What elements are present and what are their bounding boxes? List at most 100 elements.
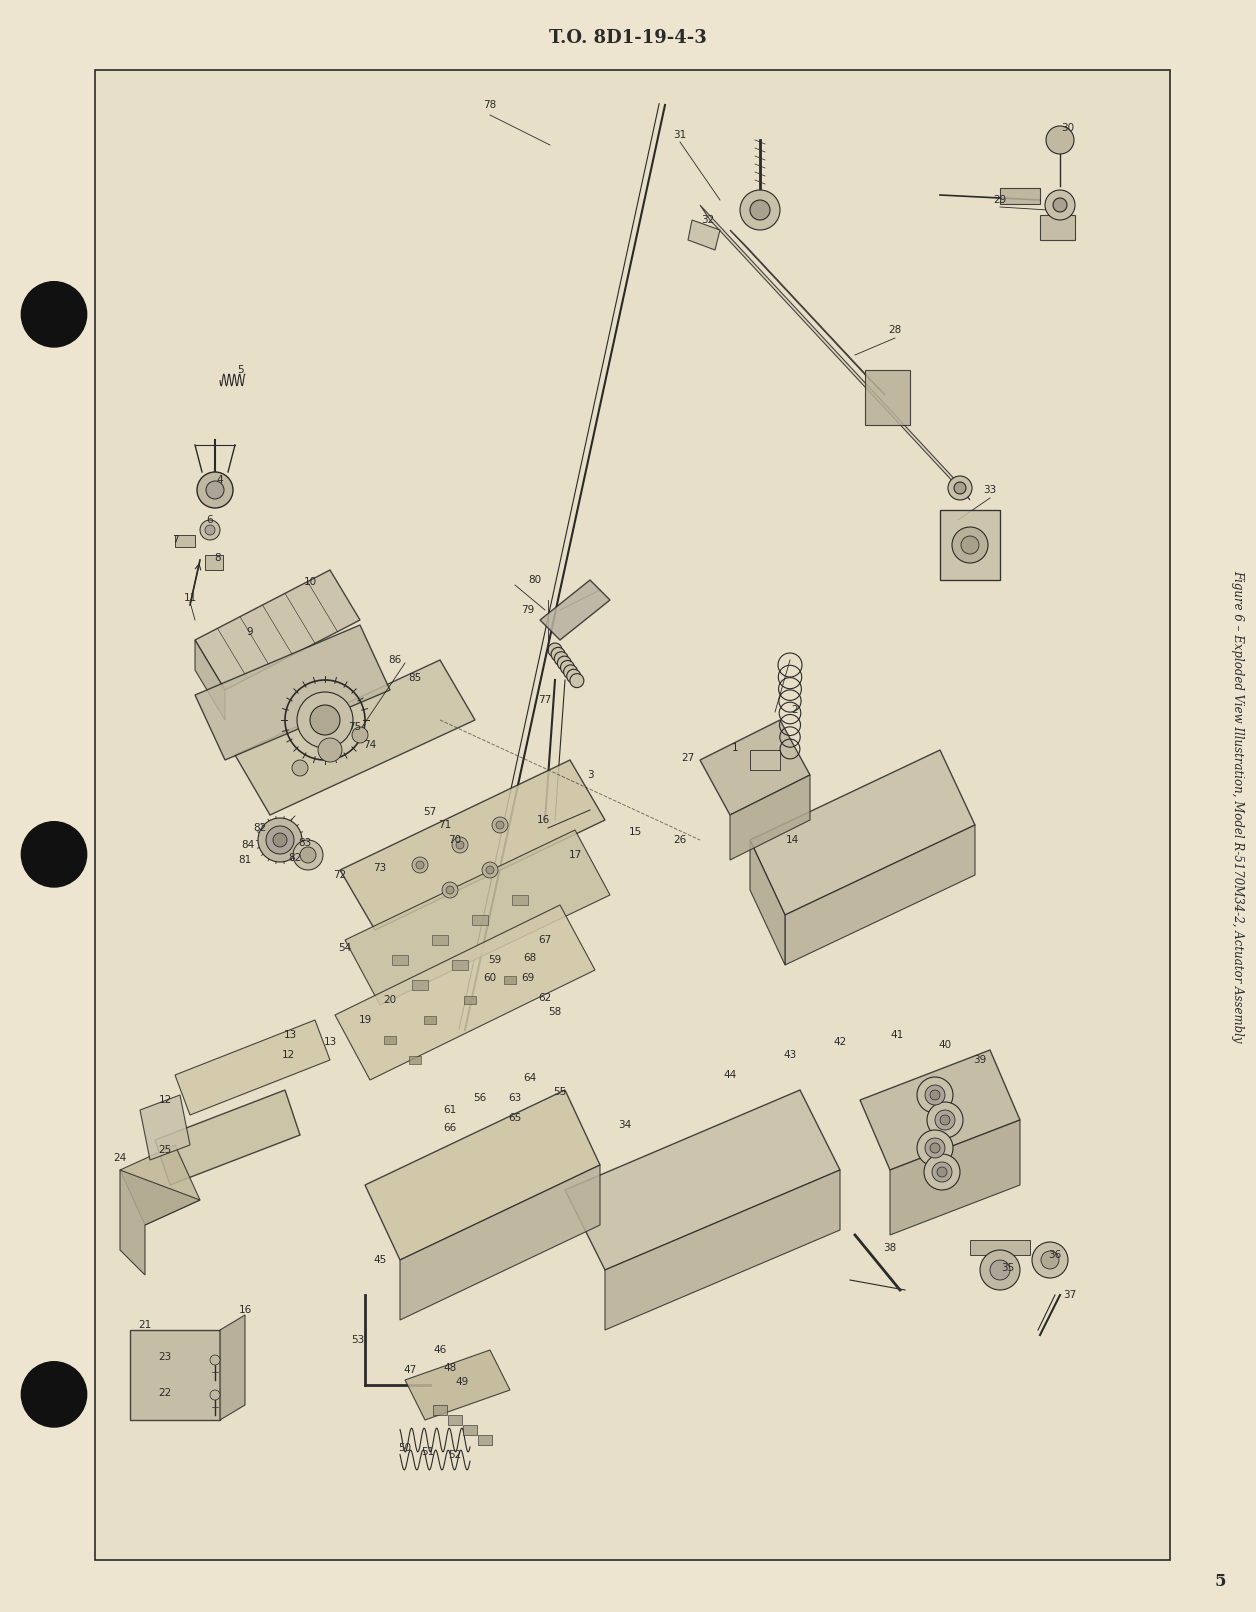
Text: 84: 84 (241, 840, 255, 850)
Circle shape (927, 1103, 963, 1138)
Text: 56: 56 (474, 1093, 486, 1103)
Polygon shape (860, 1049, 1020, 1170)
Text: 41: 41 (891, 1030, 903, 1040)
Circle shape (948, 476, 972, 500)
Circle shape (266, 825, 294, 854)
Text: 68: 68 (524, 953, 536, 962)
Circle shape (452, 837, 468, 853)
Text: 86: 86 (388, 654, 402, 666)
Polygon shape (121, 1145, 200, 1225)
Circle shape (750, 200, 770, 219)
Bar (452, 961, 468, 970)
Text: 83: 83 (299, 838, 311, 848)
Polygon shape (195, 640, 225, 721)
Circle shape (496, 821, 504, 829)
Text: 10: 10 (304, 577, 317, 587)
Text: 81: 81 (239, 854, 251, 866)
Polygon shape (750, 840, 785, 966)
Text: 47: 47 (403, 1365, 417, 1375)
Bar (409, 1056, 421, 1064)
Circle shape (21, 282, 87, 347)
Circle shape (482, 862, 497, 879)
Bar (504, 975, 516, 983)
Text: 14: 14 (785, 835, 799, 845)
Circle shape (200, 521, 220, 540)
Text: 11: 11 (183, 593, 197, 603)
Circle shape (570, 674, 584, 688)
Circle shape (1032, 1241, 1068, 1278)
Circle shape (206, 480, 224, 500)
Text: 38: 38 (883, 1243, 897, 1253)
Bar (463, 996, 476, 1004)
Circle shape (934, 1111, 955, 1130)
Circle shape (980, 1249, 1020, 1290)
Circle shape (293, 840, 323, 870)
Circle shape (952, 527, 988, 563)
Circle shape (929, 1090, 939, 1099)
Text: 12: 12 (158, 1095, 172, 1104)
Text: 17: 17 (569, 850, 582, 859)
Text: 29: 29 (993, 195, 1006, 205)
Circle shape (990, 1261, 1010, 1280)
Bar (433, 1406, 447, 1415)
Text: 80: 80 (529, 575, 541, 585)
Circle shape (924, 1085, 945, 1104)
Text: 24: 24 (113, 1153, 127, 1162)
Bar (384, 1037, 396, 1045)
Text: 46: 46 (433, 1344, 447, 1356)
Text: 31: 31 (673, 131, 687, 140)
Text: 48: 48 (443, 1364, 457, 1373)
Circle shape (924, 1138, 945, 1157)
Polygon shape (345, 830, 610, 1004)
Text: Figure 6 – Exploded View Illustration, Model R-5170M34-2, Actuator Assembly: Figure 6 – Exploded View Illustration, M… (1231, 569, 1245, 1043)
Polygon shape (750, 750, 975, 916)
Text: 85: 85 (408, 672, 422, 683)
Text: 16: 16 (536, 816, 550, 825)
Text: 20: 20 (383, 995, 397, 1004)
Text: 70: 70 (448, 835, 461, 845)
Text: 8: 8 (215, 553, 221, 563)
Circle shape (917, 1077, 953, 1112)
Circle shape (924, 1154, 960, 1190)
Polygon shape (730, 231, 885, 395)
Circle shape (566, 669, 580, 683)
Circle shape (937, 1167, 947, 1177)
Circle shape (352, 727, 368, 743)
Bar (472, 916, 489, 925)
Polygon shape (785, 825, 975, 966)
Text: 39: 39 (973, 1054, 987, 1066)
Circle shape (929, 1143, 939, 1153)
Text: 69: 69 (521, 974, 535, 983)
Text: 45: 45 (373, 1256, 387, 1265)
Polygon shape (195, 625, 391, 759)
Text: 19: 19 (358, 1016, 372, 1025)
Text: 51: 51 (421, 1448, 435, 1457)
Text: 58: 58 (549, 1008, 561, 1017)
Circle shape (1041, 1251, 1059, 1269)
Circle shape (548, 643, 561, 658)
Text: 50: 50 (398, 1443, 412, 1452)
Polygon shape (175, 1020, 330, 1116)
Text: 71: 71 (438, 821, 452, 830)
Circle shape (456, 841, 463, 850)
Polygon shape (700, 721, 810, 816)
Circle shape (560, 661, 574, 674)
Text: 1: 1 (732, 743, 739, 753)
Text: 66: 66 (443, 1124, 457, 1133)
Text: 28: 28 (888, 326, 902, 335)
Text: 43: 43 (784, 1049, 796, 1061)
Text: 16: 16 (239, 1306, 251, 1315)
Text: 13: 13 (284, 1030, 296, 1040)
Circle shape (442, 882, 458, 898)
Text: 82: 82 (254, 824, 266, 833)
Bar (1000, 189, 1040, 205)
Text: 53: 53 (352, 1335, 364, 1344)
Bar (463, 1425, 477, 1435)
Text: 77: 77 (539, 695, 551, 704)
Text: 9: 9 (246, 627, 254, 637)
Bar (432, 935, 448, 945)
Text: 22: 22 (158, 1388, 172, 1398)
Text: 73: 73 (373, 862, 387, 874)
Text: 15: 15 (628, 827, 642, 837)
Text: 64: 64 (524, 1074, 536, 1083)
